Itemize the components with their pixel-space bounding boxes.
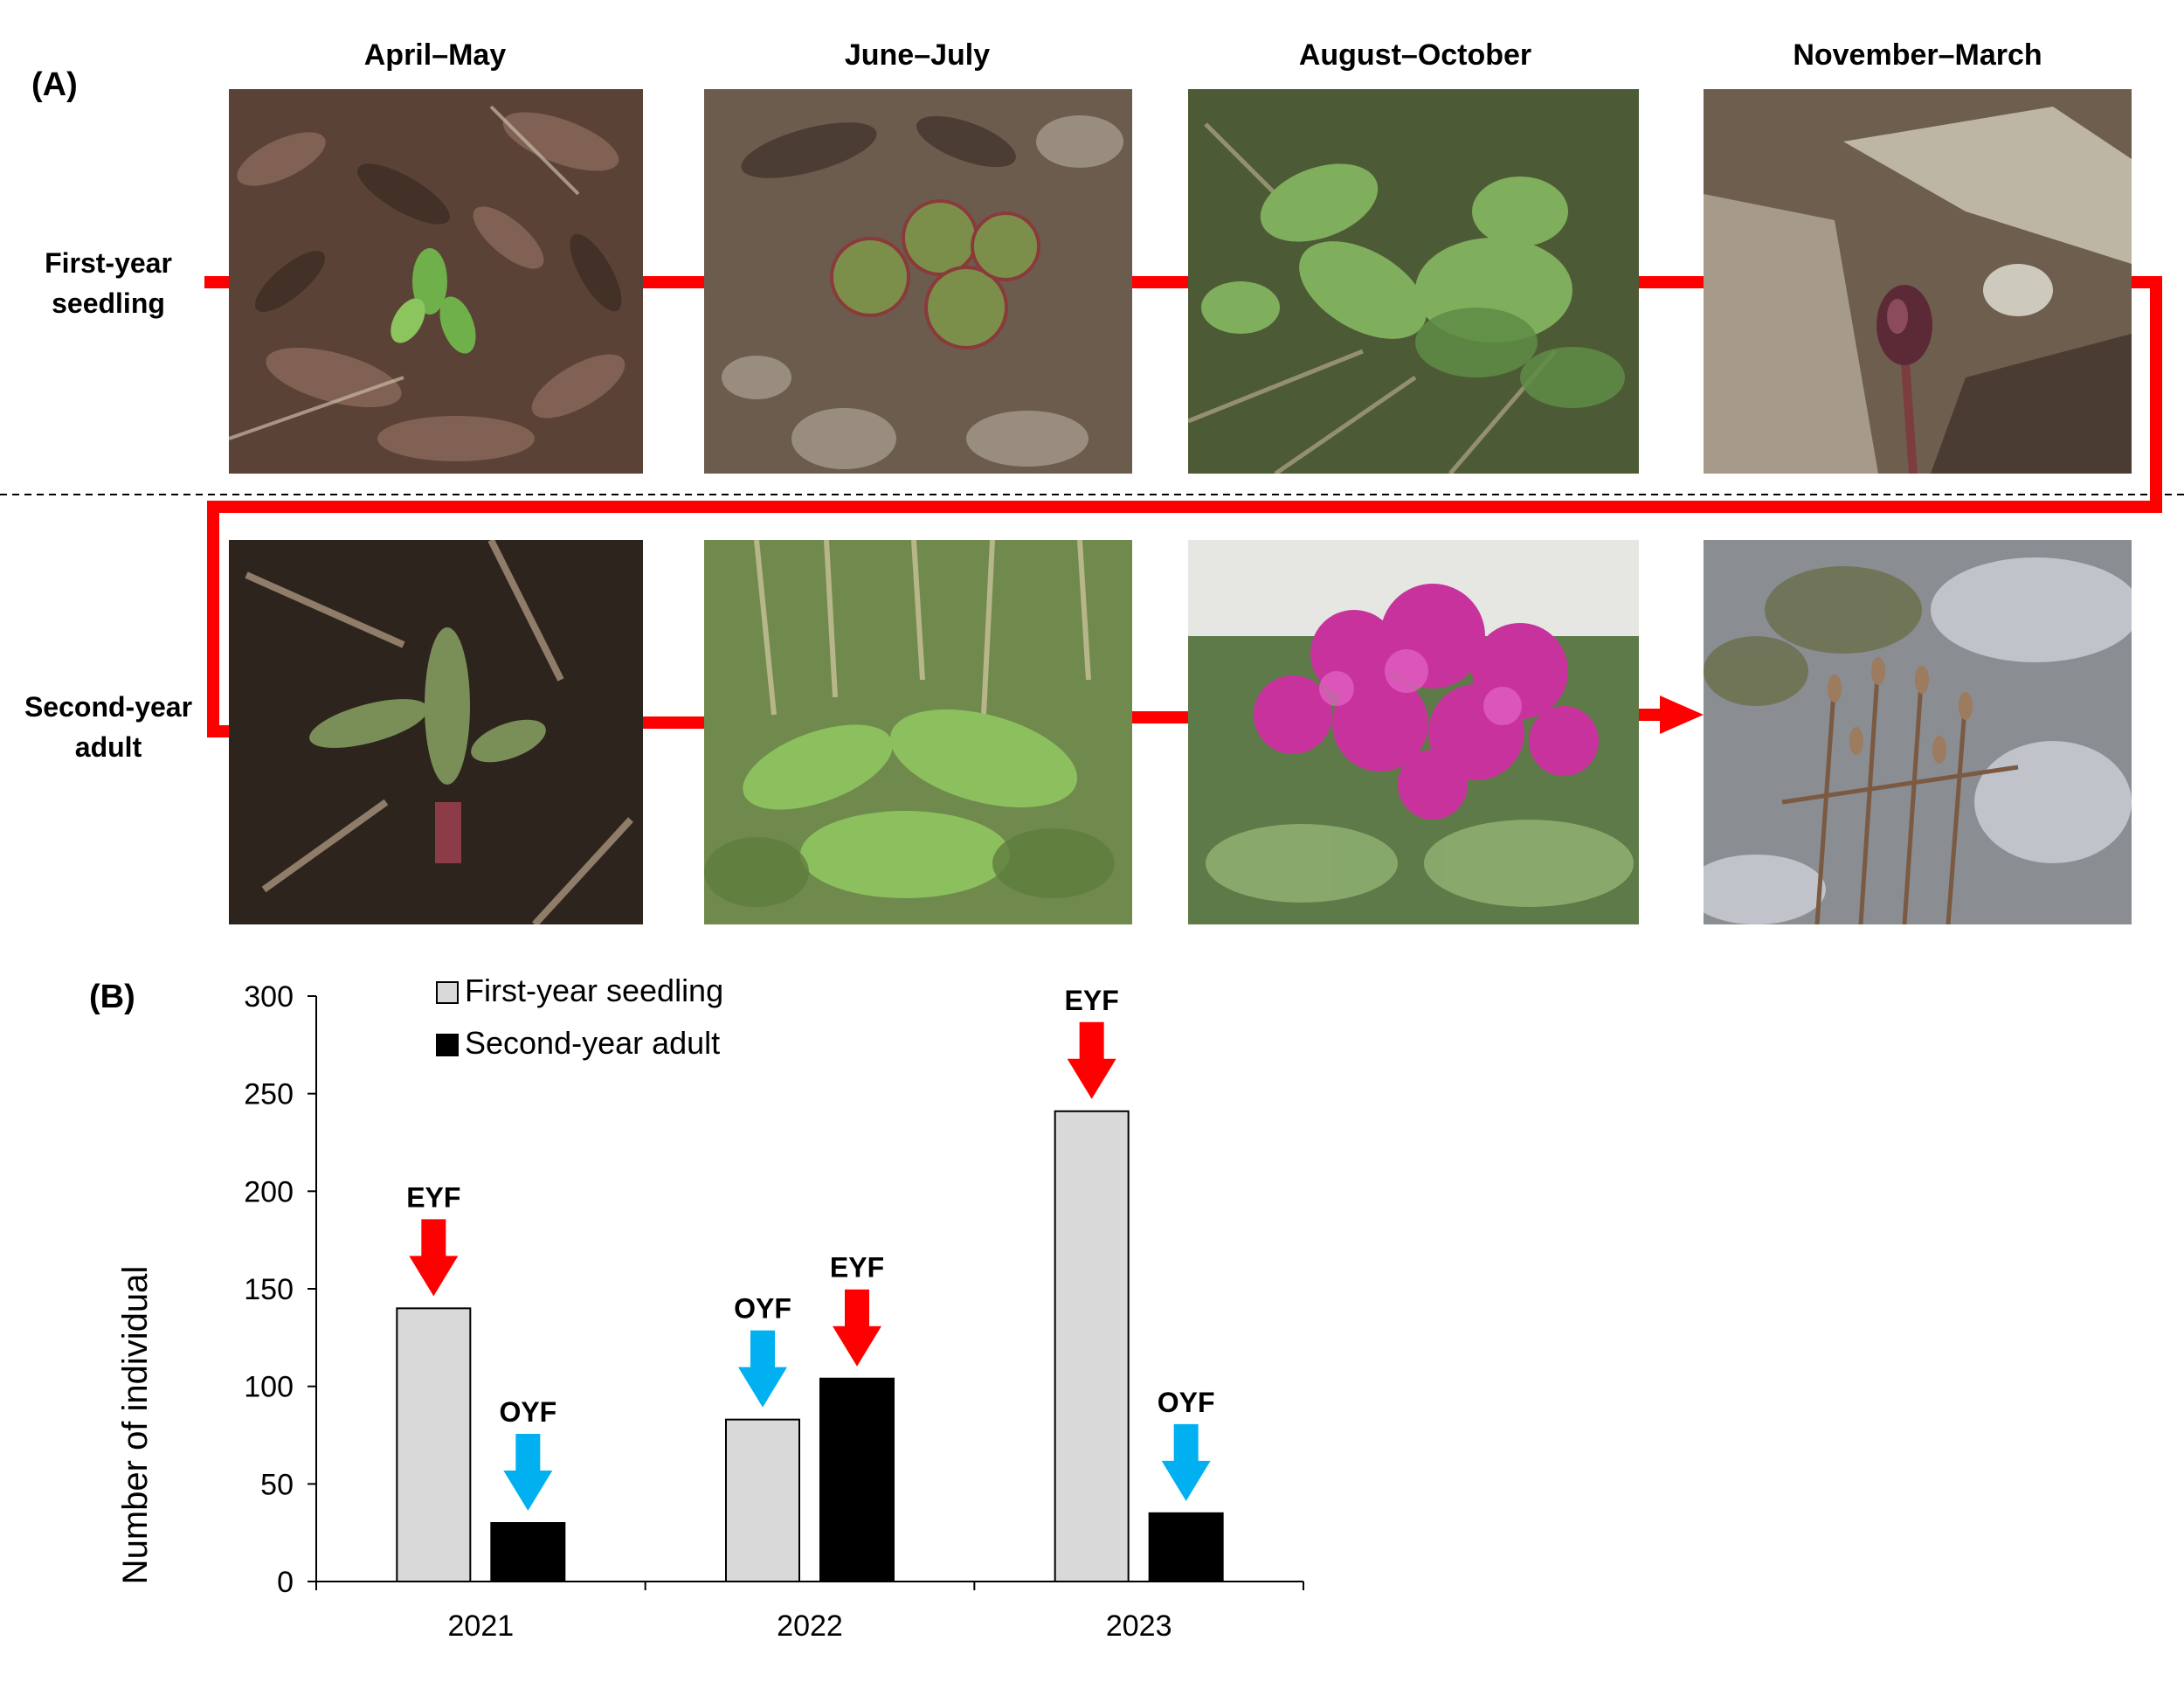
panel-a-label: (A): [31, 66, 78, 103]
legend-swatch: [436, 981, 459, 1004]
y-axis: 0 50 100 150 200 250 300: [244, 980, 317, 1599]
bar-chart: 0 50 100 150 200 250 300 2021 2022 2023 EYF OYF OY…: [116, 973, 1304, 1643]
annotation-arrow: [409, 1219, 459, 1297]
bar-second-year-adult: [490, 1522, 566, 1582]
flow-arrowhead: [1660, 696, 1704, 734]
y-tick-label: 200: [244, 1175, 294, 1208]
annotation-group: EYF OYF OYF EYF EYF OYF: [406, 985, 1215, 1511]
y-tick-label: 100: [244, 1371, 294, 1404]
annotation-label: EYF: [406, 1181, 460, 1213]
photo-seedling-august-october: [1188, 89, 1639, 474]
annotation-arrow: [1161, 1423, 1211, 1501]
y-tick-label: 50: [260, 1468, 294, 1501]
x-tick-label: 2021: [448, 1609, 515, 1643]
y-tick-label: 0: [277, 1566, 294, 1599]
panel-b-label: (B): [89, 979, 135, 1015]
legend-swatch: [436, 1034, 459, 1056]
bar-first-year-seedling: [725, 1418, 800, 1583]
annotation-label: EYF: [830, 1252, 884, 1284]
season-header-november-march: November–March: [1793, 38, 2042, 72]
photo-seedling-june-july: [704, 89, 1132, 474]
legend: First-year seedling Second-year adult: [436, 973, 723, 1061]
legend-label: First-year seedling: [465, 973, 723, 1008]
photo-adult-june-july: [704, 540, 1132, 924]
annotation-arrow: [1067, 1021, 1116, 1099]
y-tick-label: 250: [244, 1078, 294, 1111]
photo-adult-august-october: [1188, 540, 1639, 924]
bar-group: [396, 1110, 1224, 1583]
annotation-arrow: [738, 1330, 787, 1408]
flow-wraparound: [207, 276, 2162, 737]
season-header-august-october: August–October: [1298, 38, 1532, 72]
annotation-arrow: [833, 1289, 881, 1367]
annotation-arrow: [503, 1434, 553, 1511]
y-tick-label: 300: [244, 980, 294, 1014]
season-header-june-july: June–July: [844, 38, 991, 72]
legend-label: Second-year adult: [465, 1025, 720, 1061]
bar-first-year-seedling: [396, 1307, 472, 1582]
x-tick-label: 2022: [777, 1609, 843, 1643]
y-axis-label: Number of individual: [116, 1266, 155, 1585]
photo-adult-april-may: [229, 540, 643, 924]
bar-first-year-seedling: [1054, 1110, 1130, 1582]
annotation-label: OYF: [1158, 1387, 1215, 1418]
photo-adult-november-march: [1704, 540, 2132, 924]
photo-seedling-november-march: [1704, 89, 2132, 474]
season-header-april-may: April–May: [363, 38, 507, 72]
bar-second-year-adult: [819, 1377, 895, 1582]
x-tick-label: 2023: [1106, 1609, 1172, 1643]
photo-seedling-april-may: [229, 89, 643, 474]
annotation-label: OYF: [734, 1293, 791, 1325]
x-axis: 2021 2022 2023: [315, 1581, 1304, 1643]
bar-second-year-adult: [1148, 1512, 1224, 1582]
life-cycle-flow: [0, 276, 2184, 737]
row-label-second-year-adult: Second-year adult: [24, 691, 193, 763]
y-tick-label: 150: [244, 1273, 294, 1306]
row-label-first-year-seedling: First-year seedling: [45, 247, 172, 319]
annotation-label: OYF: [499, 1396, 556, 1428]
annotation-label: EYF: [1065, 985, 1119, 1016]
